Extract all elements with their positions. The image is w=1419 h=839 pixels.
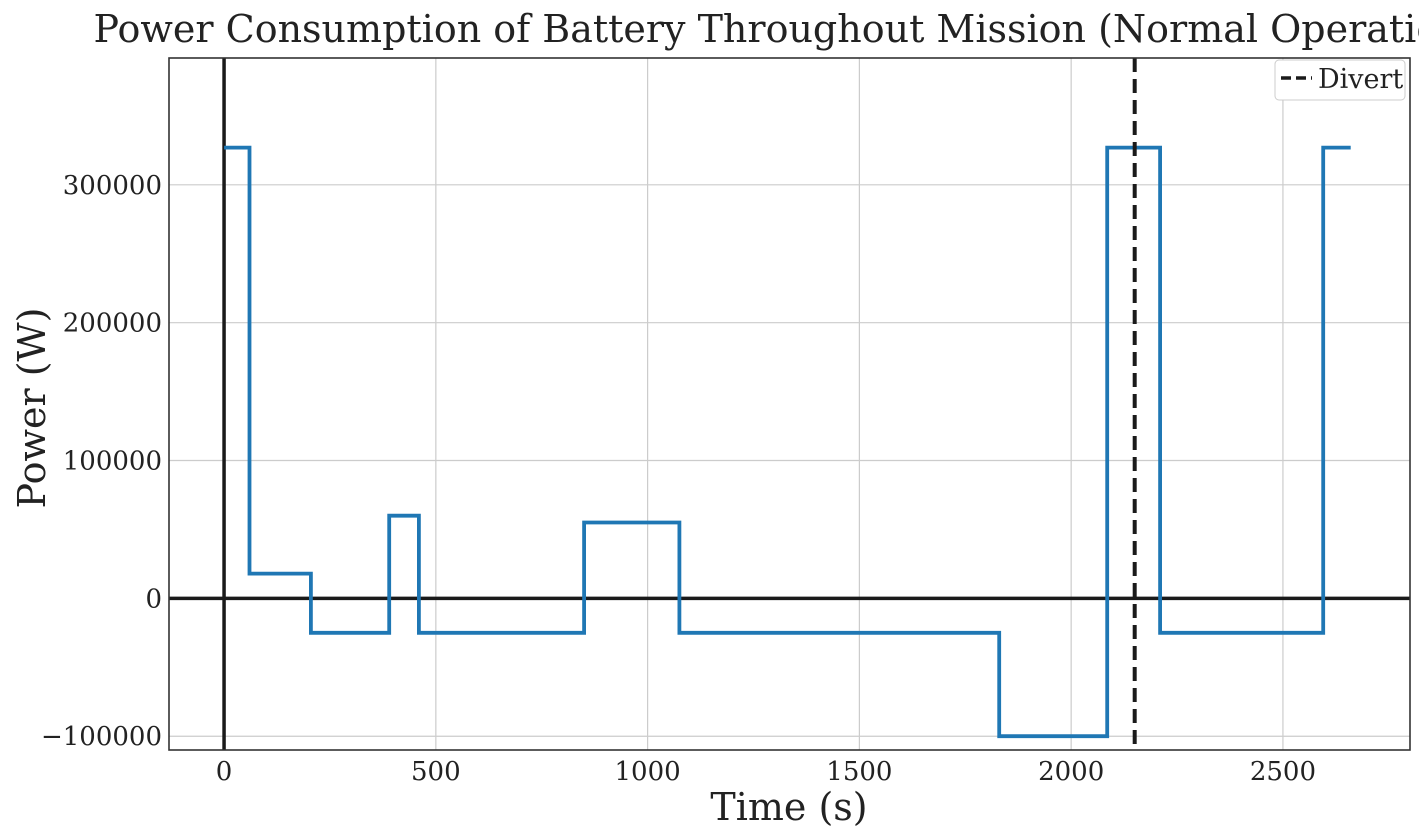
- y-tick-label: −100000: [41, 722, 162, 752]
- legend-box: [1274, 59, 1406, 101]
- x-tick-label: 0: [216, 757, 233, 787]
- x-tick-label: 2000: [1038, 757, 1104, 787]
- x-tick-label: 1000: [615, 757, 681, 787]
- x-axis-label: Time (s): [710, 785, 867, 829]
- series-layer: [224, 145, 1351, 739]
- legend-label-divert: Divert: [1318, 64, 1403, 95]
- series-line-power: [224, 145, 1351, 739]
- grid: [169, 58, 1410, 750]
- x-tick-label: 2500: [1250, 757, 1316, 787]
- y-tick-label: 0: [145, 584, 162, 614]
- plot-area: [168, 57, 1411, 751]
- chart-title: Power Consumption of Battery Throughout …: [93, 7, 1419, 51]
- x-tick-label: 1500: [826, 757, 892, 787]
- y-axis-label: Power (W): [10, 308, 54, 509]
- reference-lines: [169, 58, 1410, 750]
- plot-frame: [168, 57, 1411, 751]
- y-axis-ticks: −100000 0 100000 200000 300000: [41, 171, 162, 752]
- y-tick-label: 300000: [63, 171, 162, 201]
- x-axis-ticks: 0 500 1000 1500 2000 2500: [216, 757, 1316, 787]
- y-tick-label: 100000: [63, 447, 162, 477]
- legend: Divert: [1274, 59, 1406, 101]
- x-tick-label: 500: [411, 757, 461, 787]
- y-tick-label: 200000: [63, 309, 162, 339]
